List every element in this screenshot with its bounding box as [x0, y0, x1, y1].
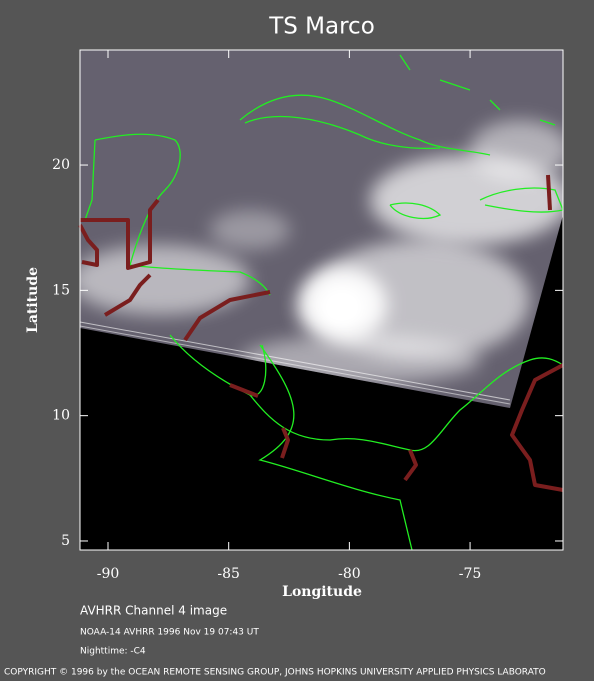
x-tick-label: -80 [338, 566, 361, 582]
copyright: COPYRIGHT © 1996 by the OCEAN REMOTE SEN… [4, 668, 546, 678]
borders [78, 174, 564, 492]
y-axis-label: Latitude [25, 267, 41, 333]
x-tick-label: -90 [97, 566, 120, 582]
coastlines [84, 54, 564, 551]
plot-frame [79, 49, 564, 551]
x-tick-label: -75 [459, 566, 482, 582]
satellite-image [79, 50, 563, 550]
x-axis-label: Longitude [282, 584, 362, 600]
y-tick-label: 5 [61, 533, 70, 549]
title: TS Marco [268, 14, 375, 40]
axes: -90 -85 -80 -75 5 10 15 20 [52, 50, 563, 582]
caption: Nighttime: -C4 [80, 647, 146, 657]
x-tick-label: -85 [217, 566, 240, 582]
y-tick-label: 20 [52, 157, 70, 173]
caption: NOAA-14 AVHRR 1996 Nov 19 07:43 UT [80, 628, 259, 638]
y-tick-label: 15 [52, 282, 70, 298]
caption: AVHRR Channel 4 image [80, 604, 227, 618]
y-tick-label: 10 [52, 408, 70, 424]
